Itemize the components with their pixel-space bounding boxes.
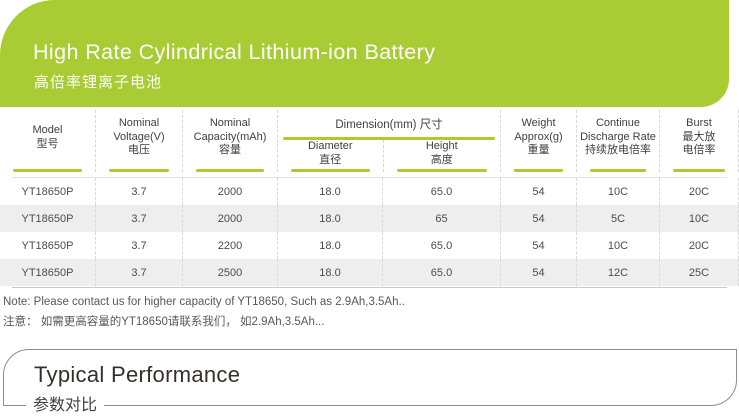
section-subtitle: 参数对比	[26, 396, 105, 415]
header-diameter: Diameter 直径	[278, 140, 383, 172]
table-bottom-rule	[12, 287, 727, 288]
header-dimension-label: Dimension(mm) 尺寸	[335, 118, 443, 131]
header-label: Weight	[521, 117, 556, 130]
dimension-underline	[283, 137, 495, 140]
header-underline	[514, 169, 563, 172]
typical-performance-box: Typical Performance	[3, 349, 737, 406]
header-label: Continue	[595, 117, 641, 130]
table-cell: 3.7	[95, 205, 182, 232]
table-cell: YT18650P	[21, 266, 74, 279]
table-cell: 25C	[659, 259, 739, 286]
header-label: Burst	[686, 117, 712, 130]
table-cell: 54	[500, 178, 576, 205]
table-cell: 12C	[576, 259, 659, 286]
table-cell: 3.7	[95, 259, 182, 286]
header-label-zh: 持续放电倍率	[585, 144, 651, 157]
header-label-zh: 最大放	[682, 130, 716, 143]
table-cell: 2500	[182, 259, 277, 286]
table-row: YT18650P 3.7 2000 18.0 65 54 5C 10C	[0, 205, 739, 232]
header-underline	[109, 169, 169, 172]
header-label-zh: 容量	[219, 144, 241, 157]
header-underline	[196, 169, 264, 172]
note-english: Note: Please contact us for higher capac…	[3, 296, 405, 308]
table-cell: 2200	[182, 232, 277, 259]
header-burst: Burst 最大放 电倍率	[659, 110, 739, 172]
table-row: YT18650P 3.7 2200 18.0 65.0 54 10C 20C	[0, 232, 739, 259]
table-row: YT18650P 3.7 2000 18.0 65.0 54 10C 20C	[0, 178, 739, 205]
header-label: Nominal	[118, 117, 160, 130]
table-cell: 65.0	[382, 259, 500, 286]
header-label: Discharge Rate	[580, 130, 656, 143]
header-capacity: Nominal Capacity(mAh) 容量	[182, 110, 277, 172]
header-weight: Weight Approx(g) 重量	[500, 110, 576, 172]
header-underline	[13, 169, 82, 172]
table-cell: 65	[382, 205, 500, 232]
table-cell: 2000	[182, 205, 277, 232]
header-underline	[590, 169, 646, 172]
table-cell: 65.0	[382, 232, 500, 259]
header-dimension-group: Dimension(mm) 尺寸 Diameter 直径 Height 高度	[277, 110, 500, 172]
dimension-subheaders: Diameter 直径 Height 高度	[278, 140, 500, 172]
table-cell: 10C	[576, 232, 659, 259]
table-cell: 18.0	[277, 232, 382, 259]
table-cell: 18.0	[277, 259, 382, 286]
header-label-zh: 电压	[128, 144, 150, 157]
table-cell: 5C	[576, 205, 659, 232]
spec-table-body: YT18650P 3.7 2000 18.0 65.0 54 10C 20C YT18650P 3…	[0, 178, 739, 286]
header-label: Model	[32, 124, 63, 136]
table-cell: 18.0	[277, 205, 382, 232]
spec-table-header: Model 型号 Nominal Voltage(V) 电压 Nominal C…	[0, 110, 739, 172]
header-label: Diameter	[307, 140, 353, 152]
header-height: Height 高度	[382, 140, 500, 172]
table-cell: 65.0	[382, 178, 500, 205]
table-cell: YT18650P	[21, 239, 74, 252]
header-underline	[291, 169, 370, 172]
header-label-zh: 重量	[527, 144, 550, 157]
header-label-zh: 型号	[36, 137, 59, 150]
header-discharge-rate: Continue Discharge Rate 持续放电倍率	[576, 110, 659, 172]
table-cell: 3.7	[95, 232, 182, 259]
header-underline	[396, 169, 487, 172]
header-label-zh: 高度	[430, 153, 453, 166]
banner: High Rate Cylindrical Lithium-ion Batter…	[0, 0, 729, 107]
table-cell: YT18650P	[21, 185, 74, 198]
table-cell: 20C	[659, 232, 739, 259]
table-cell: 18.0	[277, 178, 382, 205]
header-label: Voltage(V)	[113, 130, 165, 143]
table-cell: 10C	[659, 205, 739, 232]
header-voltage: Nominal Voltage(V) 电压	[95, 110, 182, 172]
note-chinese: 注意： 如需更高容量的YT18650请联系我们， 如2.9Ah,3.5Ah...	[3, 316, 325, 328]
table-top-rule	[12, 177, 727, 178]
table-cell: 54	[500, 259, 576, 286]
header-label: Capacity(mAh)	[193, 130, 267, 143]
header-label-zh: 直径	[319, 153, 342, 166]
table-cell: YT18650P	[21, 212, 74, 225]
table-cell: 54	[500, 205, 576, 232]
table-cell: 20C	[659, 178, 739, 205]
page-subtitle: 高倍率锂离子电池	[34, 74, 163, 91]
table-row: YT18650P 3.7 2500 18.0 65.0 54 12C 25C	[0, 259, 739, 286]
header-label-zh: 电倍率	[682, 144, 716, 157]
header-underline	[673, 169, 725, 172]
section-title: Typical Performance	[34, 362, 241, 387]
header-model: Model 型号	[0, 110, 95, 172]
table-cell: 10C	[576, 178, 659, 205]
table-cell: 3.7	[95, 178, 182, 205]
table-cell: 54	[500, 232, 576, 259]
header-label: Approx(g)	[514, 130, 563, 143]
table-cell: 2000	[182, 178, 277, 205]
page-title: High Rate Cylindrical Lithium-ion Batter…	[33, 40, 436, 64]
header-label: Nominal	[209, 117, 251, 130]
header-label: Height	[425, 140, 458, 152]
